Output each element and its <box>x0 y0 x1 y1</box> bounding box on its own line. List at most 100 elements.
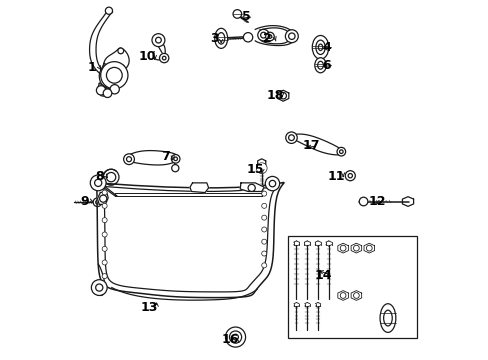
Circle shape <box>353 245 359 251</box>
Text: 14: 14 <box>314 269 331 282</box>
Circle shape <box>102 203 107 208</box>
Circle shape <box>265 32 274 41</box>
Polygon shape <box>240 183 264 192</box>
Text: 1: 1 <box>87 60 96 73</box>
Polygon shape <box>287 134 343 155</box>
Ellipse shape <box>214 28 227 48</box>
Circle shape <box>233 10 241 18</box>
Circle shape <box>118 48 123 54</box>
Circle shape <box>94 179 102 186</box>
Circle shape <box>101 62 128 89</box>
Circle shape <box>347 174 352 178</box>
Circle shape <box>269 180 275 187</box>
Polygon shape <box>104 186 276 292</box>
Circle shape <box>247 184 255 192</box>
Circle shape <box>171 165 179 172</box>
Circle shape <box>155 37 161 43</box>
Polygon shape <box>99 63 124 89</box>
Bar <box>287 235 416 338</box>
Circle shape <box>261 239 266 244</box>
Circle shape <box>280 93 286 99</box>
Circle shape <box>102 232 107 237</box>
Polygon shape <box>277 90 288 101</box>
Circle shape <box>126 157 131 162</box>
Text: 18: 18 <box>266 89 283 102</box>
Circle shape <box>285 30 298 42</box>
Circle shape <box>110 85 119 94</box>
Text: 4: 4 <box>322 41 331 54</box>
Circle shape <box>261 215 266 220</box>
Circle shape <box>225 327 245 347</box>
Circle shape <box>256 163 266 174</box>
Ellipse shape <box>312 36 328 59</box>
Text: 15: 15 <box>246 163 264 176</box>
Polygon shape <box>255 26 294 46</box>
Text: 2: 2 <box>263 32 272 45</box>
Circle shape <box>103 169 119 185</box>
Polygon shape <box>97 192 108 204</box>
Circle shape <box>123 154 134 165</box>
Circle shape <box>102 190 107 195</box>
Polygon shape <box>190 183 208 193</box>
Circle shape <box>265 176 279 191</box>
Circle shape <box>162 56 165 60</box>
Ellipse shape <box>379 304 395 332</box>
Ellipse shape <box>315 40 325 54</box>
Text: 8: 8 <box>95 170 103 183</box>
Polygon shape <box>402 197 413 206</box>
Circle shape <box>336 147 345 156</box>
Polygon shape <box>350 243 361 253</box>
Circle shape <box>103 89 112 98</box>
Polygon shape <box>257 159 265 167</box>
Circle shape <box>96 201 99 204</box>
Text: 11: 11 <box>326 170 344 183</box>
Circle shape <box>90 175 106 191</box>
Text: 13: 13 <box>141 301 158 314</box>
Text: 10: 10 <box>139 50 156 63</box>
Circle shape <box>229 331 241 343</box>
Circle shape <box>339 150 343 153</box>
Circle shape <box>261 251 266 256</box>
Text: 9: 9 <box>81 195 89 208</box>
Circle shape <box>288 135 294 140</box>
Circle shape <box>96 284 102 291</box>
Text: 6: 6 <box>322 59 330 72</box>
Circle shape <box>174 157 177 161</box>
Polygon shape <box>337 243 347 253</box>
Circle shape <box>152 34 164 46</box>
Text: 7: 7 <box>161 150 170 163</box>
Ellipse shape <box>318 44 322 50</box>
Polygon shape <box>103 48 129 76</box>
Circle shape <box>91 280 107 296</box>
Polygon shape <box>350 291 361 300</box>
Circle shape <box>171 154 180 163</box>
Circle shape <box>93 198 102 207</box>
Circle shape <box>232 334 238 340</box>
Text: 3: 3 <box>209 32 218 45</box>
Circle shape <box>366 245 371 251</box>
Text: 12: 12 <box>367 195 385 208</box>
Polygon shape <box>97 183 284 298</box>
Circle shape <box>96 86 105 95</box>
Polygon shape <box>97 83 110 97</box>
Circle shape <box>105 7 112 14</box>
Circle shape <box>159 53 168 63</box>
Polygon shape <box>337 291 347 300</box>
Circle shape <box>353 293 359 298</box>
Circle shape <box>100 195 106 202</box>
Circle shape <box>243 33 252 42</box>
Circle shape <box>340 245 346 251</box>
Circle shape <box>261 263 266 268</box>
Text: 5: 5 <box>242 10 250 23</box>
Circle shape <box>106 172 116 182</box>
Circle shape <box>102 246 107 251</box>
Circle shape <box>102 218 107 223</box>
Circle shape <box>102 260 107 265</box>
Circle shape <box>102 274 107 279</box>
Circle shape <box>345 171 355 181</box>
Polygon shape <box>363 243 374 253</box>
Ellipse shape <box>317 61 323 69</box>
Circle shape <box>267 35 271 39</box>
Circle shape <box>261 227 266 232</box>
Circle shape <box>257 30 269 41</box>
